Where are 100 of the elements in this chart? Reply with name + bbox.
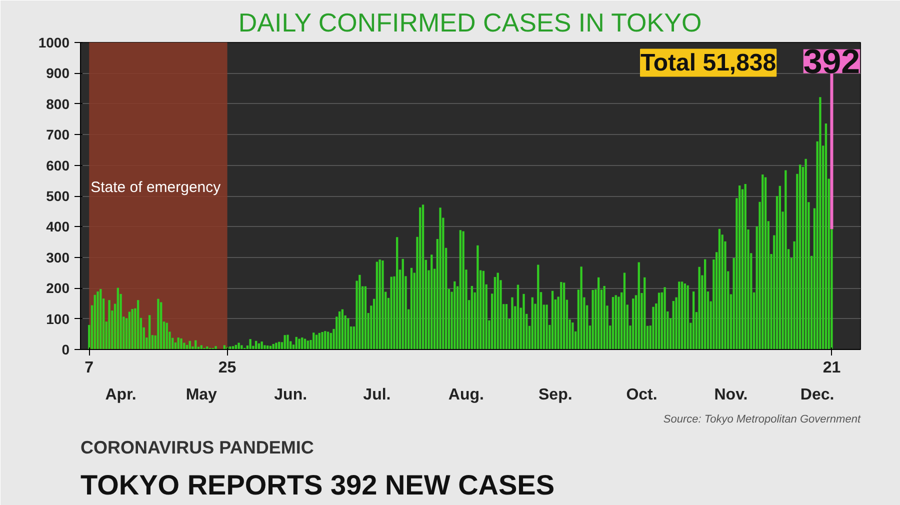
bar	[686, 285, 689, 350]
bar	[592, 290, 594, 350]
x2-tick-label: Apr.	[105, 386, 136, 404]
x2-tick-label: Jun.	[274, 386, 308, 404]
bar	[376, 262, 378, 350]
bar	[462, 231, 464, 350]
bar	[482, 270, 485, 350]
y-tick-label: 0	[62, 342, 70, 358]
bar	[678, 282, 680, 350]
bar	[824, 124, 828, 350]
x-tick-label: 7	[84, 360, 94, 376]
bar	[531, 297, 534, 350]
x2-tick-label: Nov.	[714, 386, 748, 404]
bar	[614, 295, 617, 350]
x2-tick-label: Sep.	[538, 386, 572, 404]
x2-tick-label: Jul.	[363, 386, 391, 404]
bar	[324, 331, 326, 350]
bar	[704, 259, 706, 350]
y-tick-label: 600	[46, 157, 70, 174]
y-tick-label: 500	[46, 188, 70, 204]
bar	[658, 292, 660, 350]
bar	[496, 272, 499, 350]
x2-tick-label: Oct.	[626, 386, 658, 404]
bar	[260, 342, 263, 350]
bar	[603, 286, 606, 350]
bar	[784, 170, 787, 350]
bar	[166, 322, 168, 350]
bar	[505, 304, 508, 350]
bar	[264, 345, 266, 350]
bar	[511, 297, 514, 350]
bar	[454, 281, 456, 350]
bar	[430, 254, 433, 350]
bar	[347, 318, 350, 350]
bar	[804, 158, 807, 350]
bar	[275, 342, 278, 350]
bar	[612, 297, 614, 350]
y-tick-label: 100	[46, 310, 70, 327]
bar	[410, 268, 413, 350]
bar	[364, 286, 367, 350]
bar	[819, 97, 822, 350]
bar	[131, 308, 134, 350]
y-tick-label: 400	[46, 218, 70, 235]
x-tick-label: 21	[822, 360, 841, 376]
bar	[94, 294, 96, 350]
bar	[684, 283, 686, 350]
bar	[286, 334, 289, 350]
bar	[672, 300, 674, 350]
bar	[798, 164, 802, 350]
bar	[240, 345, 243, 350]
bar	[476, 245, 479, 350]
bar	[537, 264, 540, 350]
bar	[96, 291, 99, 350]
bar	[341, 309, 344, 350]
bar	[180, 338, 182, 350]
bar	[148, 315, 151, 350]
bar	[298, 338, 300, 350]
bar	[692, 291, 695, 350]
bar	[632, 298, 634, 350]
annotation: 392	[803, 43, 860, 82]
bar	[598, 277, 600, 350]
bar	[157, 298, 160, 350]
x-tick-label: 25	[218, 360, 236, 376]
bar	[762, 174, 764, 350]
bar	[136, 300, 140, 350]
bar	[623, 272, 626, 350]
bar	[378, 260, 381, 350]
y-tick-label: 800	[46, 96, 70, 112]
bar	[744, 184, 746, 350]
x2-tick-label: May	[186, 386, 218, 404]
bar	[390, 276, 392, 350]
bar	[358, 274, 361, 350]
annotation: Total 51,838	[640, 49, 776, 76]
bar	[644, 277, 646, 350]
bar	[128, 312, 131, 350]
bar	[470, 286, 474, 350]
bar	[338, 311, 341, 350]
bar	[778, 186, 781, 350]
bar	[382, 260, 384, 350]
bar	[108, 300, 110, 350]
bar	[330, 332, 332, 350]
bar	[546, 304, 548, 350]
bar	[116, 288, 119, 350]
bar	[100, 289, 102, 350]
bar	[680, 282, 684, 350]
y-tick-label: 900	[46, 65, 70, 82]
bar	[494, 277, 496, 350]
bar	[214, 346, 217, 350]
bar	[326, 332, 330, 350]
source-note: Source: Tokyo Metropolitan Government	[663, 414, 862, 426]
bar	[238, 342, 240, 350]
bar	[516, 284, 520, 350]
bar	[580, 266, 582, 350]
bar	[312, 332, 315, 350]
bar	[249, 339, 252, 350]
text: TOKYO REPORTS 392 NEW CASES	[80, 470, 555, 500]
y-tick-label: 1000	[38, 34, 70, 50]
bar	[396, 237, 398, 350]
text: CORONAVIRUS PANDEMIC	[80, 438, 314, 458]
bar	[321, 332, 324, 350]
bar	[698, 266, 700, 350]
